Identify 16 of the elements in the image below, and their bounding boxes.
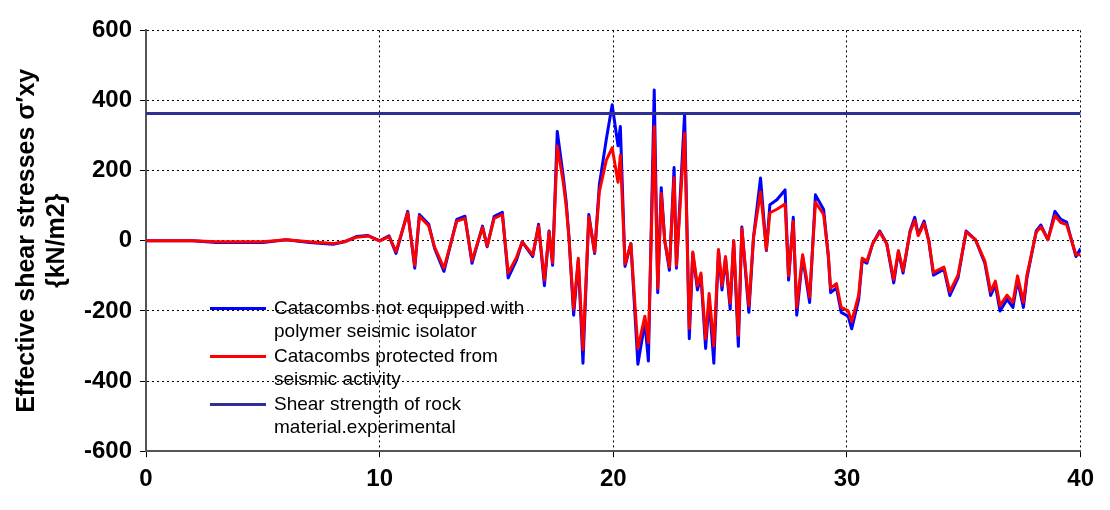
x-tick-label: 30: [833, 464, 861, 492]
y-tick-label: 400: [91, 85, 133, 113]
x-tick-label: 0: [139, 464, 153, 492]
y-tick-label: 0: [118, 225, 133, 253]
legend-label: Shear strength of rock material.experimental: [274, 392, 462, 438]
x-tick-label: 10: [366, 464, 394, 492]
y-tick-label: -400: [83, 365, 133, 393]
y-tick-label: 200: [91, 155, 133, 183]
y-tick-label: -200: [83, 295, 133, 323]
y-axis-title: Effective shear stresses σ′xy {kN/m2}: [10, 68, 69, 413]
y-tick-label: -600: [83, 435, 133, 463]
y-tick-label: 600: [91, 15, 133, 43]
x-tick-label: 20: [599, 464, 627, 492]
legend-label: Catacombs protected from seismic activity: [274, 344, 499, 390]
legend-label: Catacombs not equipped with polymer seismic isolator: [274, 296, 526, 342]
x-tick-label: 40: [1067, 464, 1094, 492]
